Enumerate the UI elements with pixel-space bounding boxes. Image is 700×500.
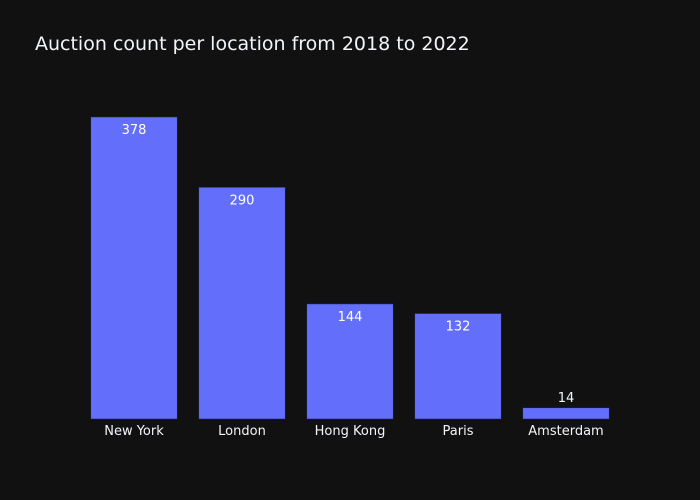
x-tick-label-london: London xyxy=(218,424,266,439)
bar-paris xyxy=(414,313,502,420)
bar-new-york xyxy=(90,116,178,420)
x-tick-label-paris: Paris xyxy=(443,424,474,439)
bar-london xyxy=(198,187,286,420)
x-tick-label-hong-kong: Hong Kong xyxy=(315,424,386,439)
value-label-new-york: 378 xyxy=(122,123,147,138)
x-tick-label-amsterdam: Amsterdam xyxy=(528,424,603,439)
bars-layer xyxy=(90,116,610,420)
bar-hong-kong xyxy=(306,303,394,420)
x-tick-label-new-york: New York xyxy=(104,424,164,439)
value-label-hong-kong: 144 xyxy=(338,310,363,325)
chart-title: Auction count per location from 2018 to … xyxy=(35,33,470,55)
value-labels-layer: 378 290 144 132 14 xyxy=(122,123,575,406)
bar-amsterdam xyxy=(522,407,610,420)
value-label-amsterdam: 14 xyxy=(558,391,575,406)
value-label-paris: 132 xyxy=(446,320,471,335)
value-label-london: 290 xyxy=(230,193,255,208)
x-axis-tick-labels: New York London Hong Kong Paris Amsterdam xyxy=(104,424,603,439)
